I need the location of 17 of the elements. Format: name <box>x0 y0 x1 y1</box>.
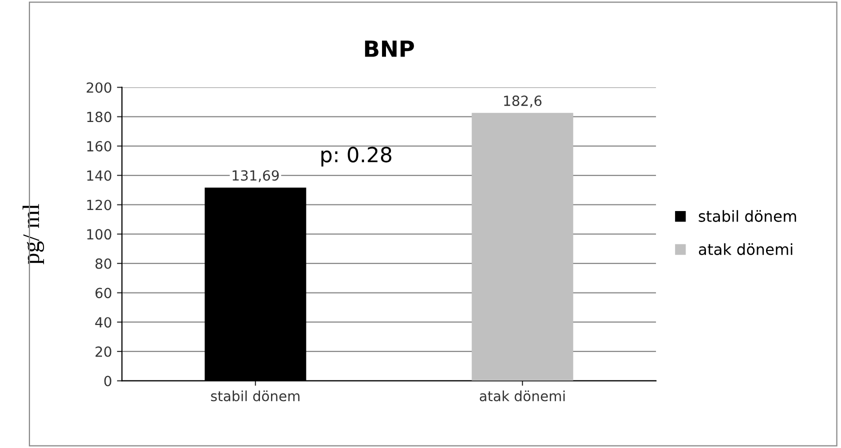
y-tick-label: 180 <box>87 112 112 122</box>
annotation: p: 0.28 <box>321 146 392 167</box>
y-tick-label: 140 <box>87 170 112 181</box>
y-tick-label: 40 <box>95 317 112 328</box>
legend-label: stabil dönem <box>698 210 796 222</box>
legend-label: atak dönemi <box>698 243 792 256</box>
y-tick-label: 60 <box>96 288 112 298</box>
y-tick-label: 160 <box>87 141 112 152</box>
y-tick-label: 120 <box>87 200 112 210</box>
y-tick-label: 20 <box>96 346 112 357</box>
data-label: 182,6 <box>504 96 542 108</box>
y-tick-label: 200 <box>86 82 112 93</box>
y-tick-label: 80 <box>95 258 112 269</box>
y-tick-label: 0 <box>104 376 112 386</box>
y-tick-label: 100 <box>87 229 112 240</box>
chart-title: BNP <box>365 40 414 57</box>
data-label: 131,69 <box>232 170 279 182</box>
